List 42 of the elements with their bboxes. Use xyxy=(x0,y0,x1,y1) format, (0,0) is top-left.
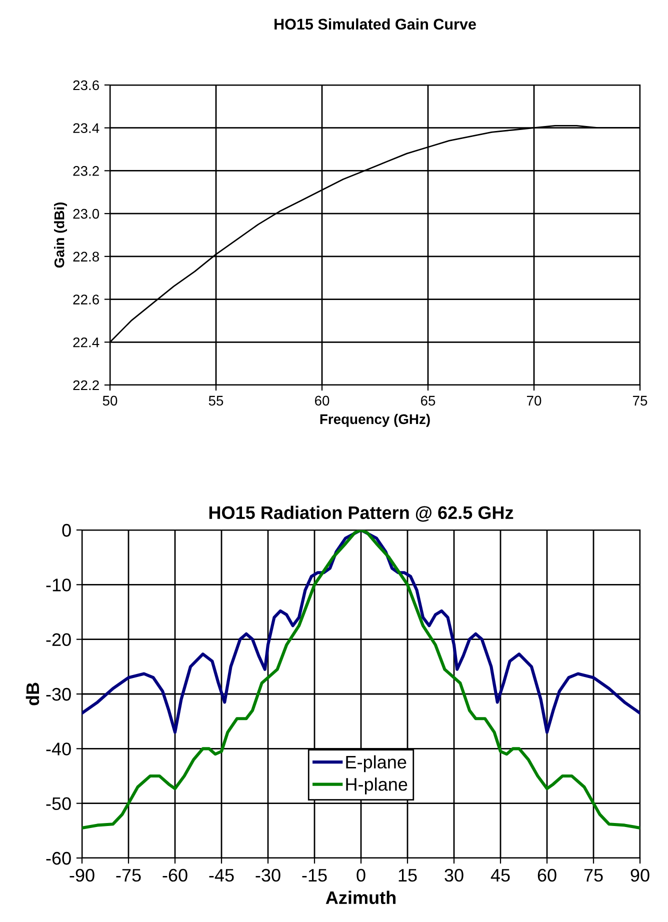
y-tick-label: 0 xyxy=(62,524,71,537)
x-tick-label: 15 xyxy=(398,869,417,882)
x-tick-label: -30 xyxy=(256,868,280,882)
x-tick-label: 70 xyxy=(526,396,542,406)
x-axis-title: Azimuth xyxy=(326,890,396,904)
y-tick-label: 23.0 xyxy=(73,208,100,219)
y-tick-label: 22.2 xyxy=(73,380,99,390)
x-tick-label: 65 xyxy=(420,396,436,406)
y-axis-title: Gain (dBi) xyxy=(54,202,67,268)
x-axis-title: Frequency (GHz) xyxy=(320,414,430,427)
x-tick-label: 60 xyxy=(314,396,330,406)
y-tick-label: 23.6 xyxy=(73,80,99,90)
x-tick-label: 50 xyxy=(102,396,118,406)
x-tick-label: 75 xyxy=(632,396,648,406)
y-axis-title: dB xyxy=(26,682,40,706)
x-tick-label: 45 xyxy=(490,869,510,882)
y-tick-label: -20 xyxy=(46,633,71,646)
y-tick-label: -30 xyxy=(46,688,71,701)
legend-label: E-plane xyxy=(346,755,406,772)
x-tick-label: -75 xyxy=(116,869,141,882)
x-tick-label: 90 xyxy=(630,868,650,882)
y-tick-label: -40 xyxy=(46,742,71,756)
chart-title: HO15 Simulated Gain Curve xyxy=(274,18,476,30)
x-tick-label: 0 xyxy=(356,868,366,882)
x-tick-label: 60 xyxy=(538,868,556,882)
y-tick-label: -10 xyxy=(46,578,71,592)
y-tick-label: 22.4 xyxy=(73,337,100,348)
x-tick-label: -90 xyxy=(70,868,94,882)
y-tick-label: -60 xyxy=(46,852,71,865)
x-tick-label: -15 xyxy=(302,869,327,882)
x-tick-label: 75 xyxy=(584,869,603,882)
x-tick-label: -45 xyxy=(209,869,234,882)
legend-label: H-plane xyxy=(346,778,408,794)
y-tick-label: 22.6 xyxy=(73,294,99,304)
y-tick-label: 22.8 xyxy=(73,252,99,262)
x-tick-label: -60 xyxy=(162,868,188,882)
x-tick-label: 30 xyxy=(444,868,464,882)
y-tick-label: -50 xyxy=(46,797,71,810)
y-tick-label: 23.4 xyxy=(73,123,100,134)
chart-title: HO15 Radiation Pattern @ 62.5 GHz xyxy=(209,506,514,522)
y-tick-label: 23.2 xyxy=(73,166,99,176)
x-tick-label: 55 xyxy=(208,396,224,406)
